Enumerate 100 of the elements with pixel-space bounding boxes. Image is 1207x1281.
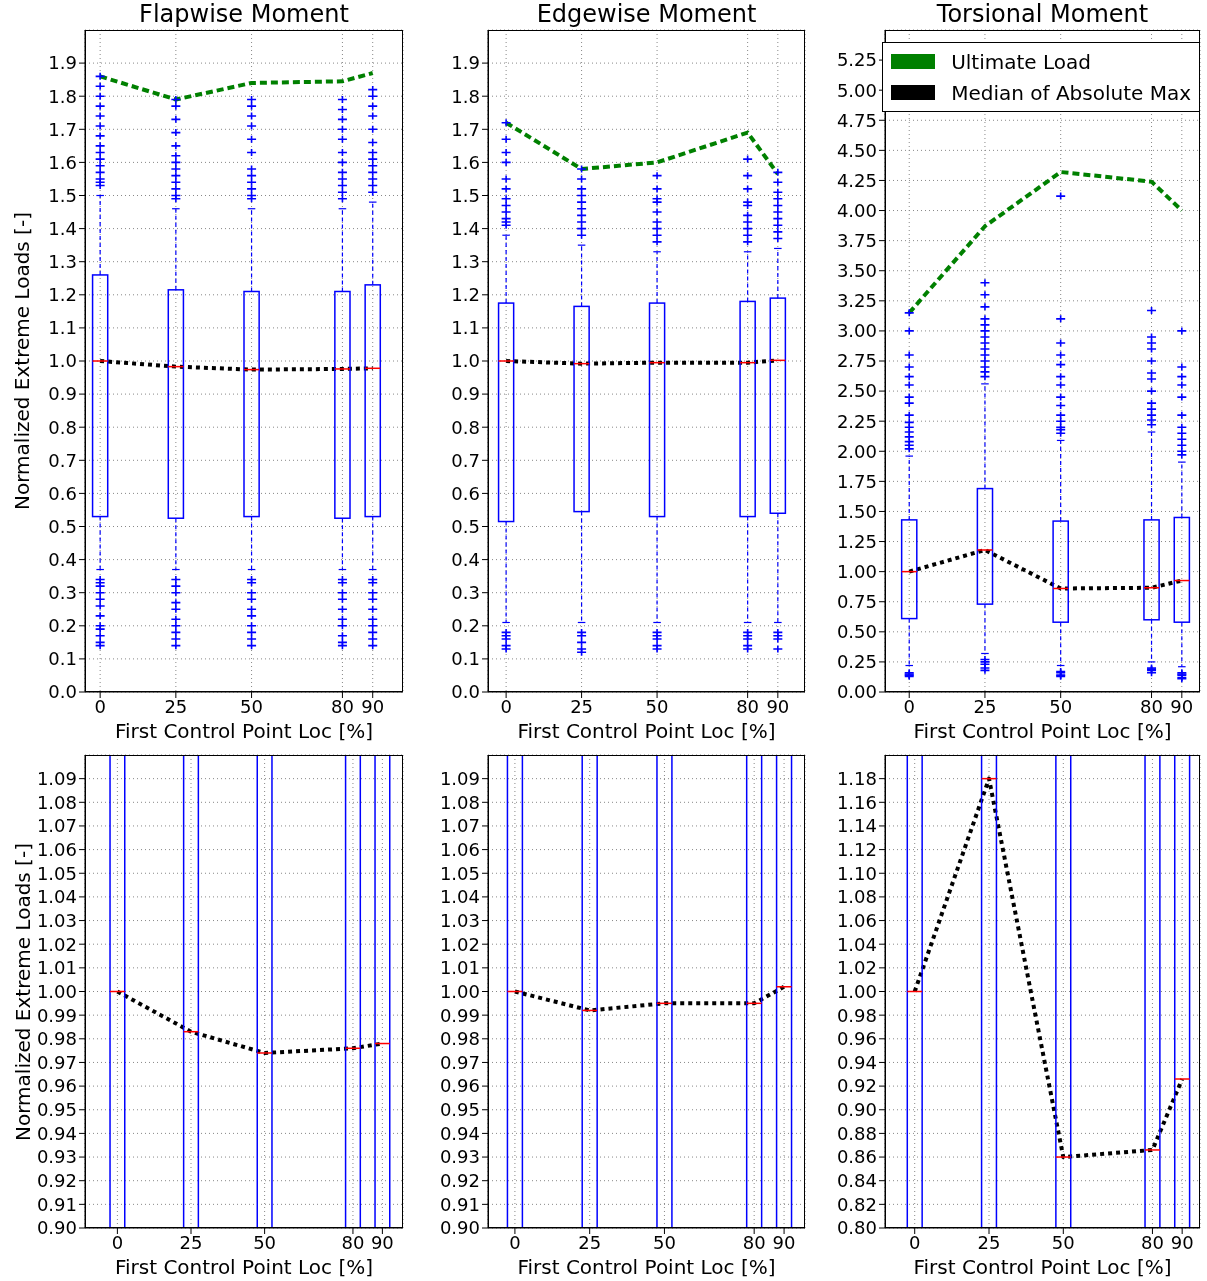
y-tick-label: 1.05 (36, 862, 77, 884)
y-tick-label: 1.09 (36, 768, 77, 790)
y-tick-label: 1.1 (48, 317, 77, 339)
y-tick-label: 0.0 (48, 681, 77, 703)
y-tick-label: 0.98 (36, 1028, 77, 1050)
y-tick-label: 2.25 (836, 410, 877, 432)
x-axis-title: First Control Point Loc [%] (113, 718, 375, 744)
x-tick-label: 0 (94, 695, 106, 717)
y-tick-label: 0.5 (48, 515, 77, 537)
x-tick-label: 25 (578, 1231, 602, 1253)
y-tick-label: 0.91 (439, 1193, 480, 1215)
x-tick-label: 0 (509, 1231, 521, 1253)
y-tick-label: 1.04 (36, 886, 77, 908)
chart-title: Edgewise Moment (535, 0, 758, 28)
x-tick-label: 50 (1049, 695, 1073, 717)
y-tick-label: 0.97 (36, 1051, 77, 1073)
y-tick-label: 0.8 (451, 416, 480, 438)
x-tick-label: 25 (973, 695, 997, 717)
x-tick-label: 90 (361, 695, 385, 717)
y-tick-label: 1.00 (36, 980, 77, 1002)
y-tick-label: 1.06 (836, 909, 877, 931)
x-tick-label: 90 (1170, 1231, 1194, 1253)
y-tick-label: 1.02 (836, 957, 877, 979)
y-tick-label: 1.18 (836, 768, 877, 790)
y-tick-label: 0.6 (451, 482, 480, 504)
y-tick-label: 1.07 (439, 815, 480, 837)
y-tick-label: 1.10 (836, 862, 877, 884)
y-tick-label: 0.1 (48, 648, 77, 670)
y-tick-label: 0.92 (36, 1170, 77, 1192)
y-tick-label: 1.2 (48, 284, 77, 306)
x-tick-label: 50 (1051, 1231, 1075, 1253)
y-tick-label: 0.97 (439, 1051, 480, 1073)
y-tick-label: 3.00 (836, 320, 877, 342)
y-tick-label: 1.0 (48, 350, 77, 372)
y-tick-label: 0.93 (36, 1146, 77, 1168)
y-tick-label: 1.14 (836, 815, 877, 837)
y-tick-label: 2.50 (836, 380, 877, 402)
y-tick-label: 0.80 (836, 1217, 877, 1239)
y-tick-label: 1.00 (836, 561, 877, 583)
y-tick-label: 1.08 (836, 886, 877, 908)
y-tick-label: 1.06 (439, 838, 480, 860)
y-tick-label: 4.50 (836, 139, 877, 161)
y-tick-label: 1.9 (48, 52, 77, 74)
y-tick-label: 1.08 (36, 791, 77, 813)
x-tick-label: 90 (1170, 695, 1194, 717)
y-tick-label: 1.1 (451, 317, 480, 339)
chart-title: Flapwise Moment (138, 0, 350, 28)
y-tick-label: 0.75 (836, 591, 877, 613)
y-tick-label: 0.00 (836, 681, 877, 703)
y-tick-label: 0.95 (439, 1099, 480, 1121)
y-tick-label: 1.01 (439, 957, 480, 979)
y-tick-label: 1.5 (48, 184, 77, 206)
x-axis-title: First Control Point Loc [%] (113, 1254, 375, 1280)
y-tick-label: 1.09 (439, 768, 480, 790)
y-tick-label: 4.25 (836, 169, 877, 191)
y-tick-label: 1.4 (48, 217, 77, 239)
y-tick-label: 1.08 (439, 791, 480, 813)
y-tick-label: 1.07 (36, 815, 77, 837)
y-tick-label: 0.93 (439, 1146, 480, 1168)
y-tick-label: 0.98 (439, 1028, 480, 1050)
y-tick-label: 1.06 (36, 838, 77, 860)
x-tick-label: 0 (908, 1231, 921, 1253)
x-tick-label: 50 (253, 1231, 277, 1253)
x-tick-label: 50 (240, 695, 264, 717)
y-tick-label: 0.90 (36, 1217, 77, 1239)
y-tick-label: 0.99 (439, 1004, 480, 1026)
y-tick-label: 0.5 (451, 515, 480, 537)
y-tick-label: 0.91 (36, 1193, 77, 1215)
x-tick-label: 80 (330, 695, 354, 717)
x-tick-label: 50 (645, 695, 669, 717)
y-tick-label: 0.90 (439, 1217, 480, 1239)
y-tick-label: 0.6 (48, 482, 77, 504)
y-tick-label: 0.95 (36, 1099, 77, 1121)
y-tick-label: 5.25 (836, 49, 877, 71)
y-tick-label: 1.3 (451, 251, 480, 273)
y-tick-label: 1.4 (451, 217, 480, 239)
y-tick-label: 1.75 (836, 470, 877, 492)
x-tick-label: 25 (977, 1231, 1001, 1253)
y-tick-label: 0.88 (836, 1122, 877, 1144)
y-tick-label: 1.05 (439, 862, 480, 884)
x-axis-title: First Control Point Loc [%] (516, 1254, 777, 1280)
y-tick-label: 5.00 (836, 79, 877, 101)
y-tick-label: 0.92 (439, 1170, 480, 1192)
y-tick-label: 0.3 (451, 582, 480, 604)
y-tick-label: 0.92 (836, 1075, 877, 1097)
x-axis-title: First Control Point Loc [%] (912, 1254, 1173, 1280)
y-tick-label: 0.7 (451, 449, 480, 471)
y-tick-label: 0.9 (451, 383, 480, 405)
y-tick-label: 0.2 (48, 615, 77, 637)
y-tick-label: 0.94 (836, 1051, 877, 1073)
y-tick-label: 1.6 (48, 151, 77, 173)
y-tick-label: 0.9 (48, 383, 77, 405)
x-tick-label: 90 (772, 1231, 796, 1253)
y-axis-title: Normalized Extreme Loads [-] (9, 841, 35, 1143)
y-tick-label: 1.8 (48, 85, 77, 107)
y-tick-label: 0.0 (451, 681, 480, 703)
y-tick-label: 0.8 (48, 416, 77, 438)
x-tick-label: 25 (179, 1231, 203, 1253)
y-tick-label: 1.03 (36, 909, 77, 931)
y-tick-label: 1.00 (836, 980, 877, 1002)
